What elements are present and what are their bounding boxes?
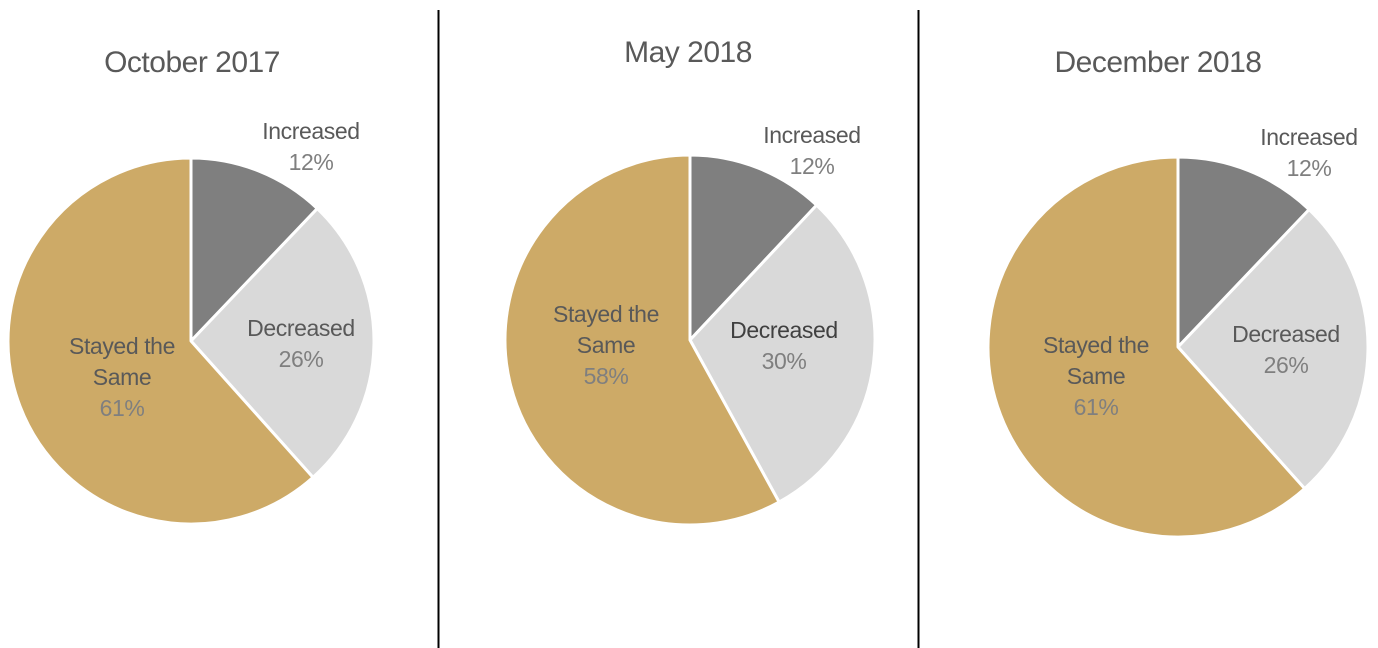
slice-label: Decreased 30% [704, 315, 864, 377]
slice-name: Increased [1260, 124, 1358, 150]
slice-value: 26% [278, 346, 324, 372]
slice-value: 30% [761, 348, 807, 374]
slice-name: Stayed the Same [1043, 332, 1149, 389]
pie-slice [189, 207, 376, 479]
pie-slice [1176, 155, 1311, 349]
slice-value: 58% [583, 363, 629, 389]
slice-label: Decreased 26% [1206, 319, 1366, 381]
slice-label: Stayed the Same 58% [539, 299, 674, 392]
slice-value: 26% [1263, 352, 1309, 378]
slice-label: Stayed the Same 61% [1041, 330, 1151, 423]
pie-slice [1176, 207, 1370, 491]
slice-name: Decreased [247, 315, 355, 341]
slice-name: Increased [763, 122, 861, 148]
slice-name: Decreased [730, 317, 838, 343]
slice-value: 12% [288, 149, 334, 175]
pie-slice [503, 153, 781, 527]
pie-slice [6, 156, 315, 526]
chart-title: May 2018 [624, 36, 752, 69]
chart-title: December 2018 [1054, 46, 1262, 79]
slice-name: Increased [262, 118, 360, 144]
slice-label: Increased 12% [231, 116, 391, 178]
slice-value: 61% [99, 395, 145, 421]
slice-value: 12% [1286, 155, 1332, 181]
slice-label: Increased 12% [1229, 122, 1378, 184]
slice-name: Decreased [1232, 321, 1340, 347]
slice-name: Stayed the Same [69, 333, 175, 390]
pie-slice [189, 156, 319, 343]
pie-slice [986, 155, 1307, 539]
slice-value: 61% [1073, 394, 1119, 420]
slice-name: Stayed the Same [553, 301, 659, 358]
chart-title: October 2017 [104, 46, 280, 79]
pie-slice [688, 203, 877, 504]
slice-label: Increased 12% [732, 120, 892, 182]
slice-value: 12% [789, 153, 835, 179]
slice-label: Stayed the Same 61% [67, 331, 177, 424]
slice-label: Decreased 26% [221, 313, 381, 375]
pie-slice [688, 153, 819, 342]
